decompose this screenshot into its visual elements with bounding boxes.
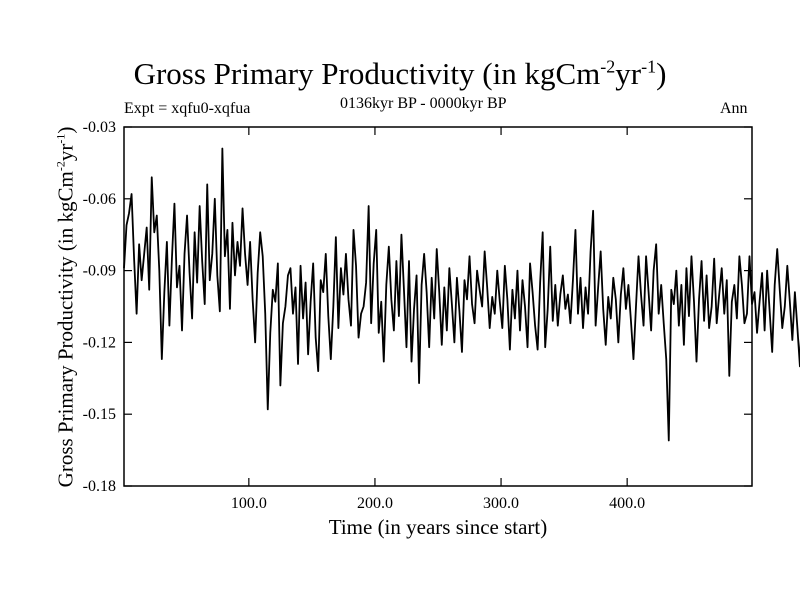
y-tick-label: -0.09 xyxy=(83,263,116,280)
x-tick-label: 300.0 xyxy=(483,495,519,512)
plot-frame xyxy=(123,126,753,487)
y-ticks: -0.03 -0.06 -0.09 -0.12 -0.15 -0.18 xyxy=(83,119,752,495)
x-tick-label: 400.0 xyxy=(609,495,645,512)
period-label: 0136kyr BP - 0000kyr BP xyxy=(340,95,507,112)
x-ticks: 100.0 200.0 300.0 400.0 xyxy=(231,127,645,512)
season-label: Ann xyxy=(720,100,748,117)
chart-title: Gross Primary Productivity (in kgCm-2yr-… xyxy=(133,56,667,91)
y-tick-label: -0.12 xyxy=(83,334,116,351)
y-tick-label: -0.18 xyxy=(83,478,116,495)
gpp-series-line xyxy=(123,147,800,442)
x-tick-label: 200.0 xyxy=(357,495,393,512)
experiment-label: Expt = xqfu0-xqfua xyxy=(124,100,251,117)
y-tick-label: -0.06 xyxy=(83,191,116,208)
x-axis-label: Time (in years since start) xyxy=(328,515,548,539)
x-tick-label: 100.0 xyxy=(231,495,267,512)
y-tick-label: -0.03 xyxy=(83,119,116,136)
y-tick-label: -0.15 xyxy=(83,406,116,423)
